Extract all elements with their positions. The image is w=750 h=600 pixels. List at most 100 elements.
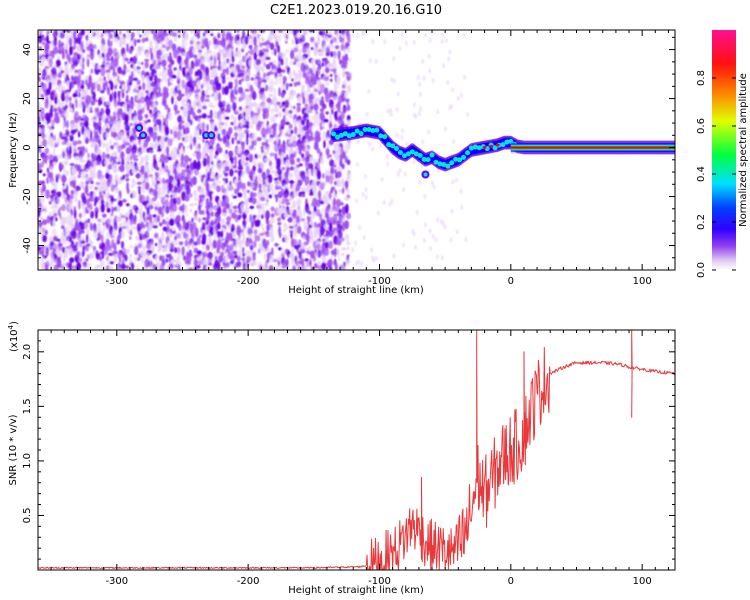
spectrogram-noise-cell — [133, 157, 139, 162]
spectrogram-noise-cell — [173, 239, 179, 246]
colorbar-tick-label: 0.8 — [696, 70, 707, 86]
spectrogram-noise-cell — [322, 173, 325, 179]
spectrogram-noise-cell — [322, 121, 326, 128]
spectrogram-noise-cell — [176, 71, 181, 80]
ridge-hot-spot — [489, 144, 494, 148]
colorbar: 0.00.20.40.60.8 Normalized spectral ampl… — [696, 30, 749, 278]
spectrogram-noise-cell — [237, 177, 241, 182]
spectrogram-noise-cell — [92, 91, 96, 101]
spectrogram-noise-cell — [328, 240, 334, 250]
spectrogram-noise-cell — [302, 96, 306, 105]
spectrogram-noise-cell — [288, 123, 293, 130]
spectrogram-noise-cell — [54, 144, 58, 148]
spectrogram-noise-cell — [325, 131, 330, 139]
spectrogram-noise-cell — [361, 191, 365, 197]
spectrogram-noise-cell — [73, 209, 77, 219]
spectrogram-noise-cell — [50, 217, 54, 227]
spectrogram-noise-cell — [148, 146, 154, 151]
spectrogram-noise-cell — [175, 215, 181, 223]
spectrogram-noise-cell — [325, 174, 330, 183]
spectrogram-noise-cell — [270, 206, 275, 212]
spectrogram-noise-cell — [216, 40, 222, 46]
spectrogram-noise-cell — [374, 59, 378, 65]
spectrogram-noise-cell — [100, 64, 106, 69]
spectrogram-noise-cell — [144, 154, 150, 162]
ridge-core — [336, 135, 339, 139]
spectrogram-noise-cell — [239, 72, 245, 78]
ridge-core — [414, 152, 418, 156]
spectrogram-noise-cell — [132, 55, 138, 65]
spectrogram-noise-cell — [111, 36, 115, 43]
spectrogram-noise-cell — [144, 58, 150, 62]
spectrogram-noise-cell — [292, 238, 298, 247]
spectrogram-noise-cell — [284, 59, 289, 67]
spectrogram-noise-cell — [124, 141, 130, 146]
spectrogram-noise-cell — [269, 134, 274, 139]
spectrogram-noise-cell — [316, 170, 322, 181]
spectrogram-noise-cell — [244, 206, 250, 215]
spectrogram-noise-cell — [276, 34, 282, 42]
spectrogram-noise-cell — [207, 50, 213, 54]
spectrogram-noise-cell — [173, 226, 177, 231]
spectrogram-noise-cell — [251, 90, 257, 101]
spectrogram-noise-cell — [127, 226, 131, 235]
spectrogram-noise-cell — [144, 120, 148, 124]
spectrogram-noise-cell — [109, 139, 113, 145]
spectrogram-noise-cell — [255, 219, 261, 227]
spectrogram-noise-cell — [128, 245, 134, 249]
spectrogram-noise-cell — [341, 252, 345, 257]
spectrogram-noise-cell — [136, 181, 143, 185]
spectrogram-noise-cell — [285, 121, 290, 125]
spectrogram-noise-cell — [304, 261, 309, 270]
spectrogram-noise-cell — [112, 156, 118, 161]
spectrogram-noise-cell — [218, 115, 223, 122]
spectrogram-noise-cell — [128, 255, 133, 263]
spectrogram-x-axis: -300 -200 -100 0 100 — [50, 30, 669, 287]
spectrogram-noise-cell — [181, 52, 186, 57]
spectrogram-noise-cell — [150, 52, 154, 61]
spectrogram-noise-cell — [69, 134, 74, 142]
spectrogram-noise-cell — [224, 133, 230, 144]
spectrogram-noise-cell — [269, 42, 275, 51]
spectrogram-noise-cell — [144, 37, 149, 42]
spectrogram-noise-cell — [143, 139, 149, 148]
ridge-core — [468, 145, 474, 151]
spectrogram-noise-cell — [214, 176, 219, 184]
spectrogram-noise-cell — [451, 179, 455, 185]
spectrogram-noise-cell — [266, 257, 270, 263]
spectrogram-noise-cell — [268, 32, 274, 37]
spectrogram-noise-cell — [282, 228, 286, 233]
spectrogram-noise-cell — [197, 116, 201, 123]
spectrogram-noise-cell — [418, 81, 422, 87]
spectrogram-noise-cell — [228, 38, 233, 46]
figure-title: C2E1.2023.019.20.16.G10 — [270, 3, 442, 18]
spectrogram-noise-cell — [249, 244, 254, 251]
spectrogram-noise-cell — [136, 69, 142, 75]
spectrogram-noise-cell — [192, 222, 197, 231]
spectrogram-noise-cell — [371, 257, 375, 263]
spectrogram-noise-cell — [123, 120, 129, 127]
spectrogram-noise-cell — [169, 211, 175, 220]
spectrogram-noise-cell — [301, 47, 308, 54]
spectrogram-noise-cell — [172, 180, 177, 185]
spectrogram-noise-cell — [460, 204, 464, 210]
snr-y-tick-label: 2.0 — [22, 344, 33, 360]
spectrogram-noise-cell — [76, 44, 81, 53]
ridge-core — [453, 156, 459, 162]
spectrogram-noise-cell — [276, 67, 282, 74]
spectrogram-noise-cell — [83, 186, 89, 195]
spectrogram-noise-cell — [252, 253, 256, 263]
spectrogram-noise-cell — [188, 168, 194, 175]
spectrogram-noise-cell — [122, 198, 127, 203]
snr-x-tick-label: -200 — [237, 576, 260, 587]
spectrogram-noise-cell — [41, 205, 45, 210]
spectrogram-noise-cell — [262, 227, 265, 234]
spectrogram-noise-cell — [160, 49, 165, 53]
spectrogram-noise-cell — [193, 104, 196, 110]
spectrogram-noise-cell — [194, 227, 199, 238]
spectrogram-noise-cell — [312, 184, 317, 194]
spectrogram-noise-cell — [241, 44, 248, 49]
spectrogram-noise-cell — [182, 218, 186, 229]
spectrogram-noise-cell — [183, 71, 186, 78]
spectrogram-noise-cell — [309, 122, 313, 132]
